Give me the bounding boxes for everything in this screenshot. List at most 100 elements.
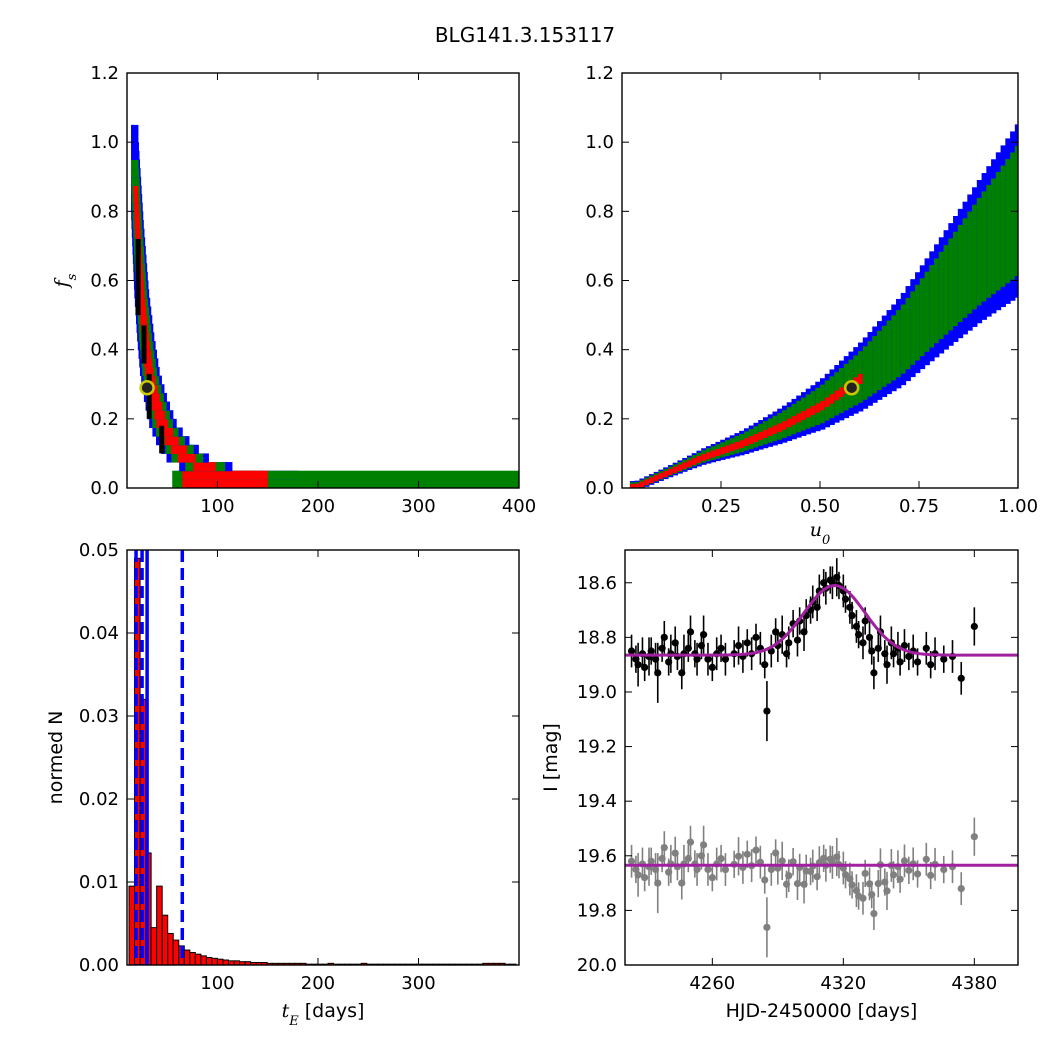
panel2-cell [829, 394, 835, 404]
panel2-cell [862, 346, 869, 400]
panel2-cell [701, 453, 707, 461]
panel1-cell [193, 462, 216, 472]
panel2-cell [710, 450, 717, 458]
data-point [905, 652, 913, 661]
panel1-cell [134, 211, 140, 221]
panel4-frame [624, 549, 1019, 966]
panel1-ytick-label: 0.8 [90, 201, 119, 222]
panel1-ylabel: fs [51, 273, 80, 289]
panel2-cell [786, 418, 793, 428]
data-point [704, 655, 712, 663]
panel1-cell [137, 280, 144, 290]
data-point [785, 639, 793, 647]
panel2-xlabel-sub: 0 [822, 533, 830, 548]
data-point [700, 631, 708, 639]
panel2-cell [976, 197, 983, 306]
panel2-cell [762, 429, 769, 438]
panel2-cell [929, 265, 935, 348]
panel2-cell [748, 436, 755, 444]
data-point [734, 641, 743, 650]
panel2-xtick-label: 1.00 [998, 496, 1038, 517]
panel1-best-fit-marker [139, 379, 155, 396]
data-point [693, 655, 701, 663]
data-point [641, 663, 649, 672]
data-point [627, 647, 636, 655]
panel-fs-vs-tE: 100 200 300 400 0.0 0.2 0.4 0.6 0.8 1.0 1.2 fs [51, 63, 536, 517]
panel2-cell [972, 204, 978, 310]
panel2-cell [796, 413, 802, 423]
data-point [778, 857, 786, 865]
panel2-cell [1010, 152, 1016, 280]
model-curve [625, 583, 1018, 657]
data-point [654, 879, 662, 887]
panel1-cell [131, 176, 140, 186]
panel1-cell [151, 401, 163, 411]
data-point [970, 622, 978, 631]
data-point [743, 639, 751, 647]
panel1-cell [138, 289, 145, 299]
panel1-cell [131, 150, 140, 160]
panel3-ytick-label: 0.04 [79, 623, 119, 644]
panel2-cell [981, 191, 987, 302]
data-point [883, 887, 891, 895]
panel2-body [629, 124, 1018, 488]
data-point [896, 875, 904, 883]
panel1-cell [131, 133, 139, 143]
panel-light-curve: 4260 4320 4380 18.6 18.8 19.0 19.2 19.4 19.6 19.8… [540, 549, 1019, 1022]
data-point [848, 611, 856, 620]
histogram-bar [216, 958, 224, 965]
data-point [660, 843, 668, 852]
data-point [940, 865, 948, 874]
data-point [734, 852, 743, 860]
data-point [721, 655, 730, 663]
panel1-xtick-label: 100 [200, 496, 234, 517]
panel1-body [131, 124, 519, 488]
panel1-cell [172, 479, 519, 488]
panel1-cell [172, 470, 519, 480]
panel2-cell [896, 310, 902, 378]
panel2-cell [986, 184, 992, 298]
panel4-body [625, 558, 1018, 958]
panel2-cell [924, 271, 930, 352]
panel2-cell [805, 408, 812, 418]
panel4-ylabel: I [mag] [540, 723, 562, 792]
panel4-xtick-label: 4380 [951, 973, 997, 994]
panel2-cell [810, 405, 816, 416]
panel2-cell [886, 320, 892, 384]
panel2-cell [772, 425, 778, 434]
panel2-cell [767, 427, 774, 436]
histogram-bar [183, 949, 191, 965]
panel1-xtick-label: 300 [401, 496, 435, 517]
data-point [922, 644, 930, 652]
panel2-cell [634, 483, 641, 488]
data-point [641, 874, 649, 882]
data-point [785, 872, 793, 880]
data-point [889, 871, 898, 879]
panel2-cell [777, 423, 783, 432]
data-point [743, 850, 751, 858]
data-point [848, 881, 856, 889]
panel1-ytick-label: 0.6 [90, 271, 119, 292]
panel3-xlabel-sub: E [288, 1014, 299, 1029]
panel1-cell [131, 168, 140, 178]
panel2-ytick-label: 1.2 [585, 63, 614, 84]
panel2-cell [900, 304, 907, 374]
panel1-core [141, 325, 147, 364]
panel1-cell [139, 306, 147, 316]
panel1-ytick-label: 0.4 [90, 340, 119, 361]
panel2-cell [672, 466, 679, 473]
data-point [708, 874, 716, 882]
panel2-ytick-label: 0.4 [585, 340, 614, 361]
panel2-cell [905, 297, 911, 370]
panel2-cell [943, 245, 949, 335]
data-point [767, 865, 775, 873]
panel2-cell [743, 438, 750, 447]
panel2-cell [653, 475, 660, 482]
panel2-xtick-label: 0.75 [899, 496, 939, 517]
data-point [793, 636, 802, 644]
light-curve-series-0 [625, 558, 1018, 742]
panel2-cell [1005, 159, 1011, 284]
data-point [927, 661, 935, 669]
data-point [927, 871, 935, 880]
data-point [922, 855, 930, 863]
